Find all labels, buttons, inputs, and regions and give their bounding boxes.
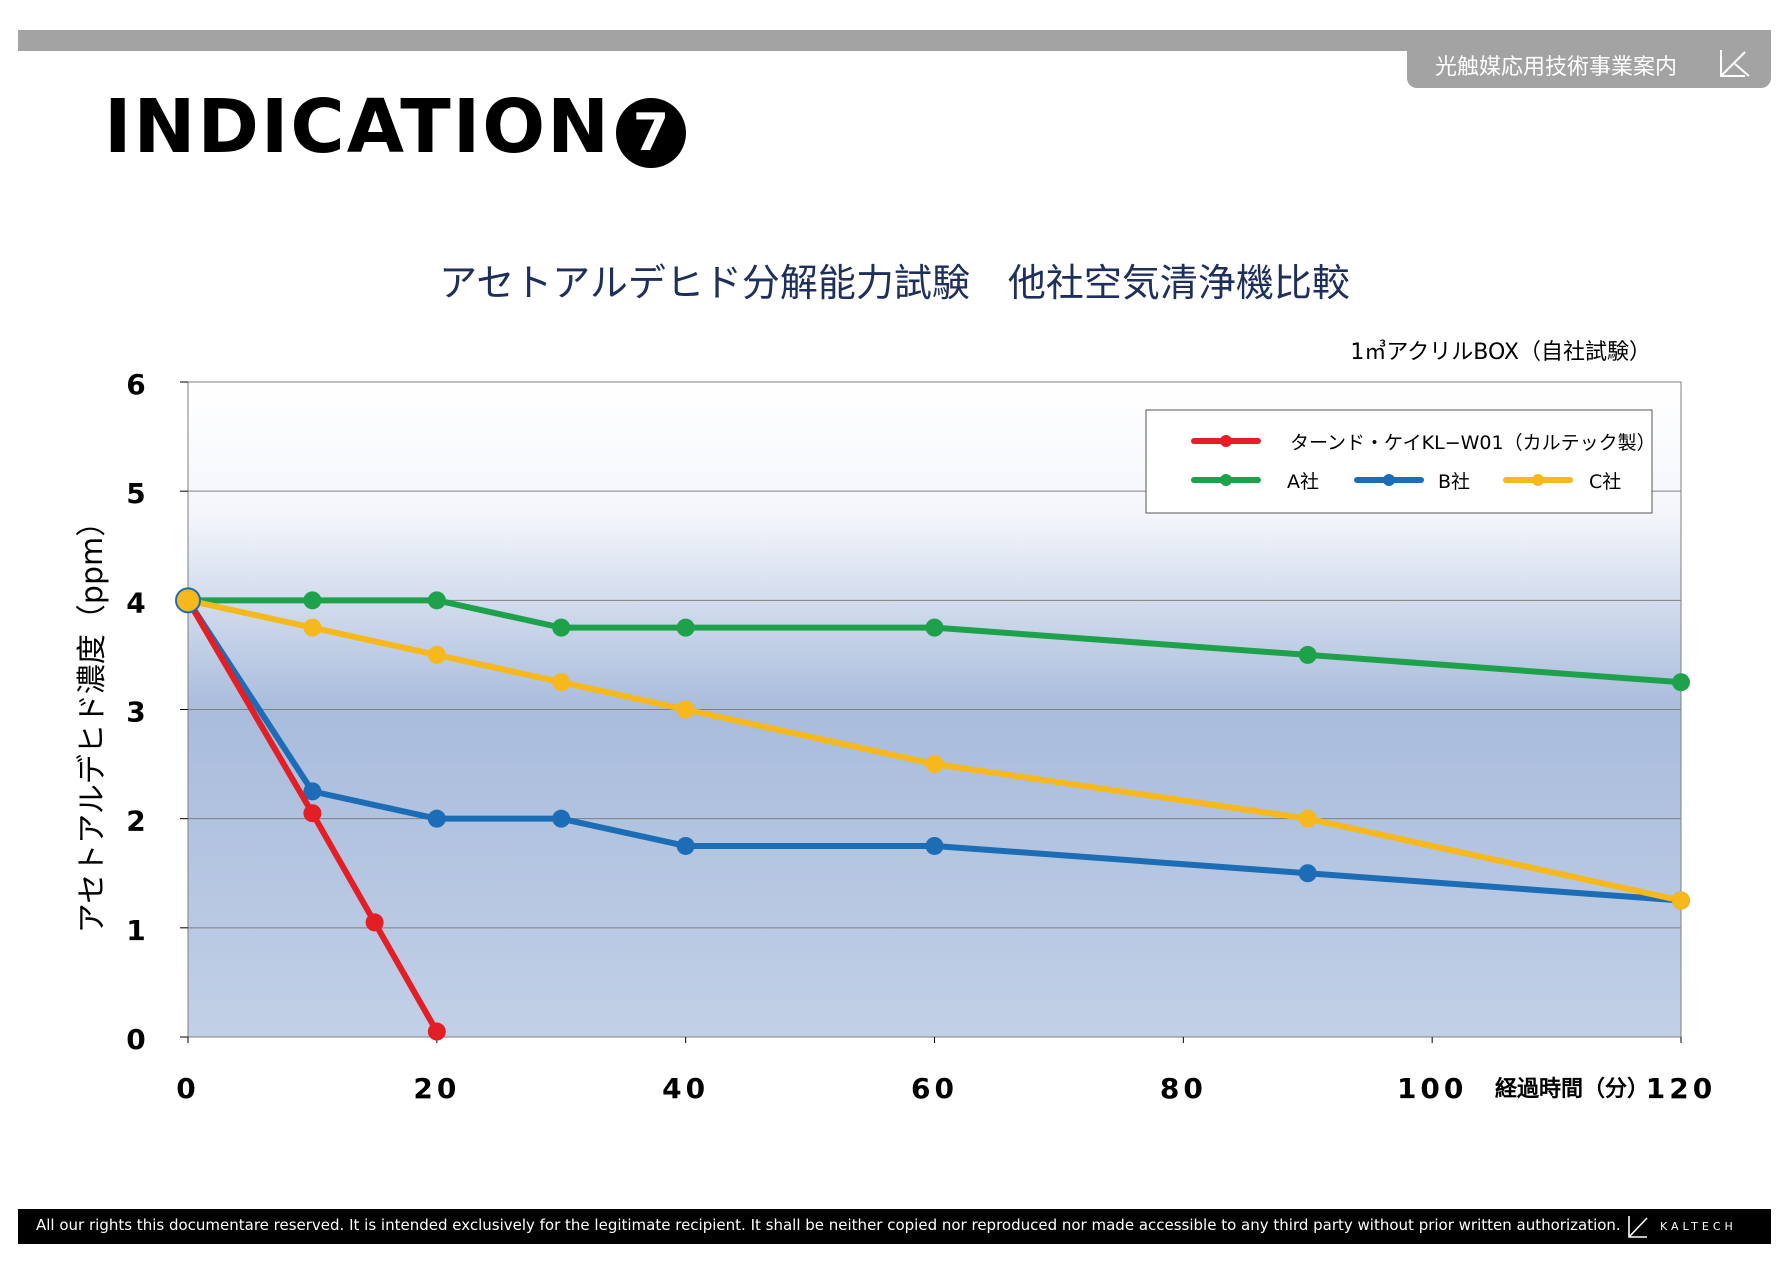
series-line-1 (185, 597, 1684, 686)
series-1-point-7 (1672, 673, 1690, 692)
x-axis-label: 経過時間（分） (1495, 1076, 1649, 1102)
legend-marker-0 (1220, 435, 1232, 447)
series-2-point-2 (427, 809, 446, 828)
copyright-notice: All our rights this documentare reserved… (36, 1216, 1621, 1234)
legend-marker-3 (1532, 474, 1544, 486)
series-1-point-1 (303, 591, 322, 610)
footer-bar: All our rights this documentare reserved… (18, 1209, 1771, 1244)
y-tick-label-1: 1 (126, 914, 145, 947)
legend: ターンド・ケイKL−W01（カルテック製） A社 B社 C社 (1145, 409, 1656, 514)
series-3-point-6 (1298, 809, 1317, 828)
series-1-point-3 (552, 618, 571, 637)
legend-box (1145, 409, 1653, 514)
y-tick-label-4: 4 (126, 586, 145, 619)
series-line-0 (185, 597, 440, 1035)
series-0-point-3 (427, 1022, 446, 1041)
x-tick-label-5: 100 (1397, 1072, 1467, 1105)
footer-brand: KALTECH (1660, 1220, 1737, 1233)
x-tick-label-0: 0 (176, 1072, 199, 1105)
series-1-point-4 (676, 618, 695, 637)
y-tick-label-2: 2 (126, 805, 145, 838)
series-2-point-3 (552, 809, 571, 828)
chart-note: 1㎥アクリルBOX（自社試験） (1350, 340, 1651, 365)
series-0-point-2 (365, 913, 384, 932)
y-tick-label-6: 6 (126, 368, 145, 401)
chart-title: アセトアルデヒド分解能力試験 他社空気清浄機比較 (439, 261, 1350, 305)
page-title: INDICATION (104, 84, 612, 170)
y-tick-label-0: 0 (126, 1023, 145, 1056)
top-bar (18, 30, 1771, 51)
series-3-point-2 (427, 645, 446, 664)
x-tick-label-3: 60 (911, 1072, 958, 1105)
series-3-point-7 (1672, 891, 1690, 910)
x-tick-label-6: 120 (1646, 1072, 1716, 1105)
series-1-point-6 (1298, 645, 1317, 664)
header-tab-label: 光触媒応用技術事業案内 (1435, 55, 1678, 80)
series-layer (175, 587, 1690, 1041)
legend-marker-1 (1220, 474, 1232, 486)
series-3-point-4 (676, 700, 695, 719)
kaltech-footer-logo-icon (1628, 1216, 1648, 1238)
series-1-point-5 (925, 618, 944, 637)
series-line-2 (185, 597, 1684, 904)
x-tick-label-4: 80 (1160, 1072, 1207, 1105)
series-0-point-1 (303, 804, 322, 823)
y-tick-label-3: 3 (126, 696, 145, 729)
legend-label-2: B社 (1438, 471, 1470, 493)
y-axis-label: アセトアルデヒド濃度（ppm） (75, 507, 110, 933)
series-1-point-2 (427, 591, 446, 610)
series-2-point-5 (925, 836, 944, 855)
legend-label-3: C社 (1589, 471, 1621, 493)
header-tab: 光触媒応用技術事業案内 (1407, 42, 1771, 88)
legend-label-1: A社 (1287, 471, 1319, 493)
series-2-point-4 (676, 836, 695, 855)
legend-label-0: ターンド・ケイKL−W01（カルテック製） (1290, 432, 1656, 454)
series-3-point-1 (303, 618, 322, 637)
kaltech-logo-icon (1720, 50, 1750, 77)
y-tick-label-5: 5 (126, 477, 145, 510)
x-tick-label-2: 40 (662, 1072, 709, 1105)
series-3-point-3 (552, 673, 571, 692)
start-point-marker (175, 587, 201, 614)
series-line-3 (185, 597, 1684, 904)
series-3-point-5 (925, 755, 944, 774)
series-2-point-1 (303, 782, 322, 801)
section-number-badge: 7 (616, 98, 686, 168)
legend-marker-2 (1383, 474, 1395, 486)
series-2-point-6 (1298, 864, 1317, 883)
x-tick-label-1: 20 (413, 1072, 460, 1105)
